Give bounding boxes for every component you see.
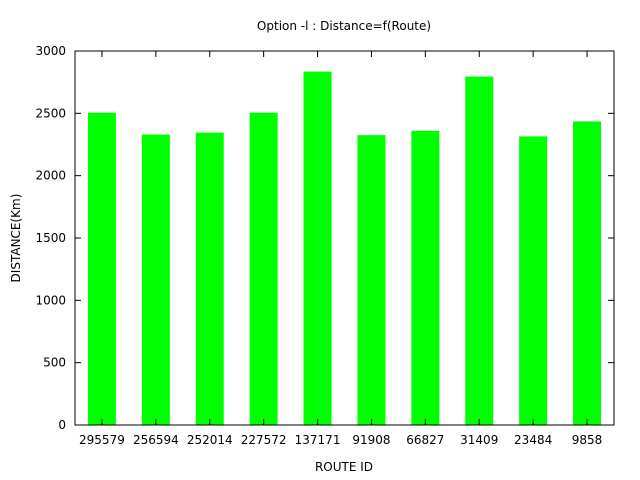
x-axis-label: ROUTE ID <box>315 460 373 474</box>
bar-295579 <box>87 112 116 426</box>
x-tick-label: 256594 <box>133 433 179 447</box>
y-tick-label: 500 <box>43 356 66 370</box>
plot-frame <box>74 50 615 426</box>
bar-31409 <box>465 76 494 425</box>
bar-227572 <box>249 112 278 426</box>
x-tick-label: 252014 <box>187 433 233 447</box>
bar-23484 <box>519 136 548 425</box>
bar-66827 <box>411 130 440 425</box>
x-tick-label: 66827 <box>406 433 444 447</box>
x-tick-label: 23484 <box>514 433 552 447</box>
x-tick-label: 295579 <box>79 433 125 447</box>
y-tick-label: 1500 <box>35 231 66 245</box>
y-tick-label: 2500 <box>35 106 66 120</box>
ticks-layer: 0 500 1000 1500 2000 2500 3000 295579 256594 2520… <box>35 44 614 447</box>
bar-9858 <box>573 121 602 425</box>
x-tick-label: 227572 <box>241 433 287 447</box>
chart-title: Option -l : Distance=f(Route) <box>257 19 431 33</box>
bar-256594 <box>141 134 170 425</box>
x-tick-label: 9858 <box>572 433 603 447</box>
bar-252014 <box>195 132 224 425</box>
x-tick-label: 91908 <box>352 433 390 447</box>
y-axis-label: DISTANCE(Km) <box>9 194 23 283</box>
y-tick-label: 2000 <box>35 169 66 183</box>
x-tick-label: 31409 <box>460 433 498 447</box>
bar-91908 <box>357 135 386 425</box>
y-tick-label: 3000 <box>35 44 66 58</box>
bar-137171 <box>303 71 332 425</box>
bars-layer <box>87 71 602 426</box>
x-tick-label: 137171 <box>295 433 341 447</box>
y-tick-label: 1000 <box>35 293 66 307</box>
y-tick-label: 0 <box>58 418 66 432</box>
